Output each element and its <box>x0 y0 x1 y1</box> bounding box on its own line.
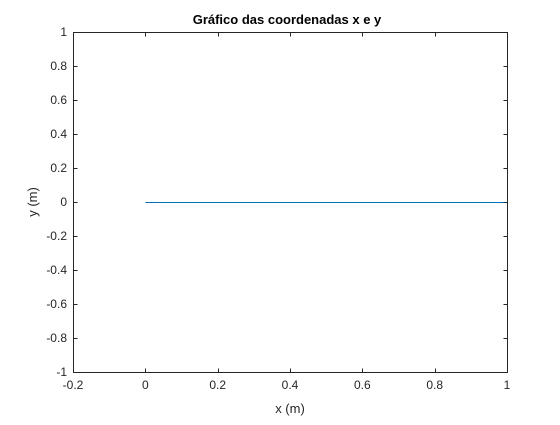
x-tick-label: 1 <box>504 378 511 392</box>
x-tick-label: 0.4 <box>282 378 299 392</box>
x-tick-label: 0.8 <box>426 378 443 392</box>
x-tick-label: 0.2 <box>209 378 226 392</box>
chart-title: Gráfico das coordenadas x e y <box>193 12 382 27</box>
y-tick-layer: -1 -0.8 -0.6 -0.4 -0.2 0 0.2 0.4 0.6 0.8 1 <box>46 25 508 379</box>
y-axis-label: y (m) <box>25 187 40 217</box>
y-tick-label: 0.2 <box>50 161 67 175</box>
x-tick-label: 0 <box>142 378 149 392</box>
y-tick-label: 0.8 <box>50 59 67 73</box>
y-tick-label: 0 <box>60 195 67 209</box>
y-tick-label: -0.4 <box>46 263 67 277</box>
x-axis-label: x (m) <box>275 401 305 416</box>
y-tick-label: -0.2 <box>46 229 67 243</box>
y-tick-label: -1 <box>56 365 67 379</box>
y-tick-label: 1 <box>60 25 67 39</box>
x-tick-label: -0.2 <box>63 378 84 392</box>
y-tick-label: -0.6 <box>46 297 67 311</box>
y-tick-label: -0.8 <box>46 331 67 345</box>
y-tick-label: 0.6 <box>50 93 67 107</box>
x-tick-label: 0.6 <box>354 378 371 392</box>
x-tick-layer: -0.2 0 0.2 0.4 0.6 0.8 1 <box>63 32 511 392</box>
y-tick-label: 0.4 <box>50 127 67 141</box>
